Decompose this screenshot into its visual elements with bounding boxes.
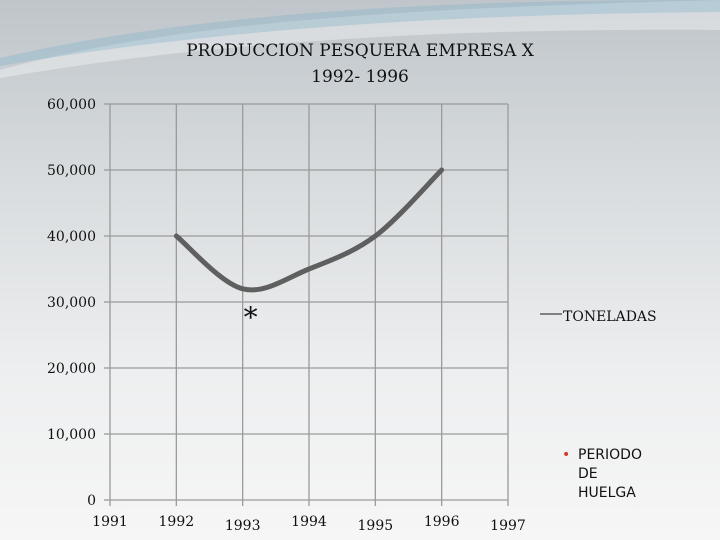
chart-title-line-1: PRODUCCION PESQUERA EMPRESA X — [186, 41, 534, 61]
note-line-2: DE — [578, 466, 598, 482]
x-tick-label: 1992 — [159, 514, 195, 530]
x-tick-label: 1996 — [424, 514, 460, 530]
bullet-icon: • — [562, 447, 571, 463]
y-tick-label: 0 — [87, 493, 96, 509]
x-tick-label: 1991 — [92, 514, 128, 530]
y-tick-label: 40,000 — [47, 229, 96, 245]
x-tick-label: 1993 — [225, 518, 261, 534]
note-line-1: PERIODO — [578, 447, 642, 463]
x-tick-label: 1997 — [490, 518, 526, 534]
annotation-star: * — [244, 301, 258, 334]
y-tick-label: 60,000 — [47, 97, 96, 113]
y-tick-label: 30,000 — [47, 295, 96, 311]
y-tick-label: 10,000 — [47, 427, 96, 443]
x-tick-label: 1994 — [291, 514, 327, 530]
background-swoosh — [0, 0, 720, 78]
chart-title-line-2: 1992- 1996 — [311, 67, 409, 87]
y-tick-label: 50,000 — [47, 163, 96, 179]
x-tick-label: 1995 — [358, 518, 394, 534]
y-tick-label: 20,000 — [47, 361, 96, 377]
note-line-3: HUELGA — [578, 485, 636, 501]
legend-label: TONELADAS — [563, 309, 657, 325]
chart-title: PRODUCCION PESQUERA EMPRESA X 1992- 1996 — [110, 38, 610, 90]
